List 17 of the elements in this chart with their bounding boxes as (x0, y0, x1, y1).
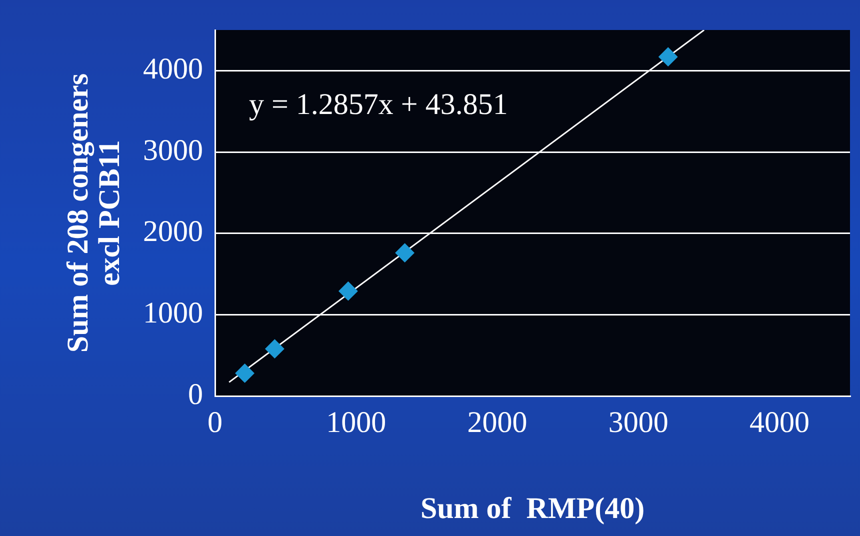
point (395, 243, 414, 262)
annotation: y = 1.2857x + 43.851 (249, 88, 508, 121)
y-axis-title: Sum of 208 congeners excl PCB11 (62, 73, 126, 353)
y-tick-label: 0 (188, 378, 203, 411)
x-axis-title: Sum of RMP(40) (420, 492, 645, 525)
point (235, 364, 254, 383)
point (658, 47, 678, 66)
x-tick-label: 1000 (326, 406, 386, 439)
x-tick-label: 4000 (749, 406, 810, 439)
x-tick-label: 3000 (608, 406, 668, 439)
y-tick-label: 2000 (143, 215, 203, 248)
y-tick-label: 1000 (143, 296, 203, 330)
point (338, 282, 358, 301)
y-tick-label: 3000 (143, 134, 203, 167)
x-tick-label: 2000 (467, 406, 528, 439)
y-tick-label: 4000 (143, 52, 203, 86)
point (265, 339, 284, 358)
